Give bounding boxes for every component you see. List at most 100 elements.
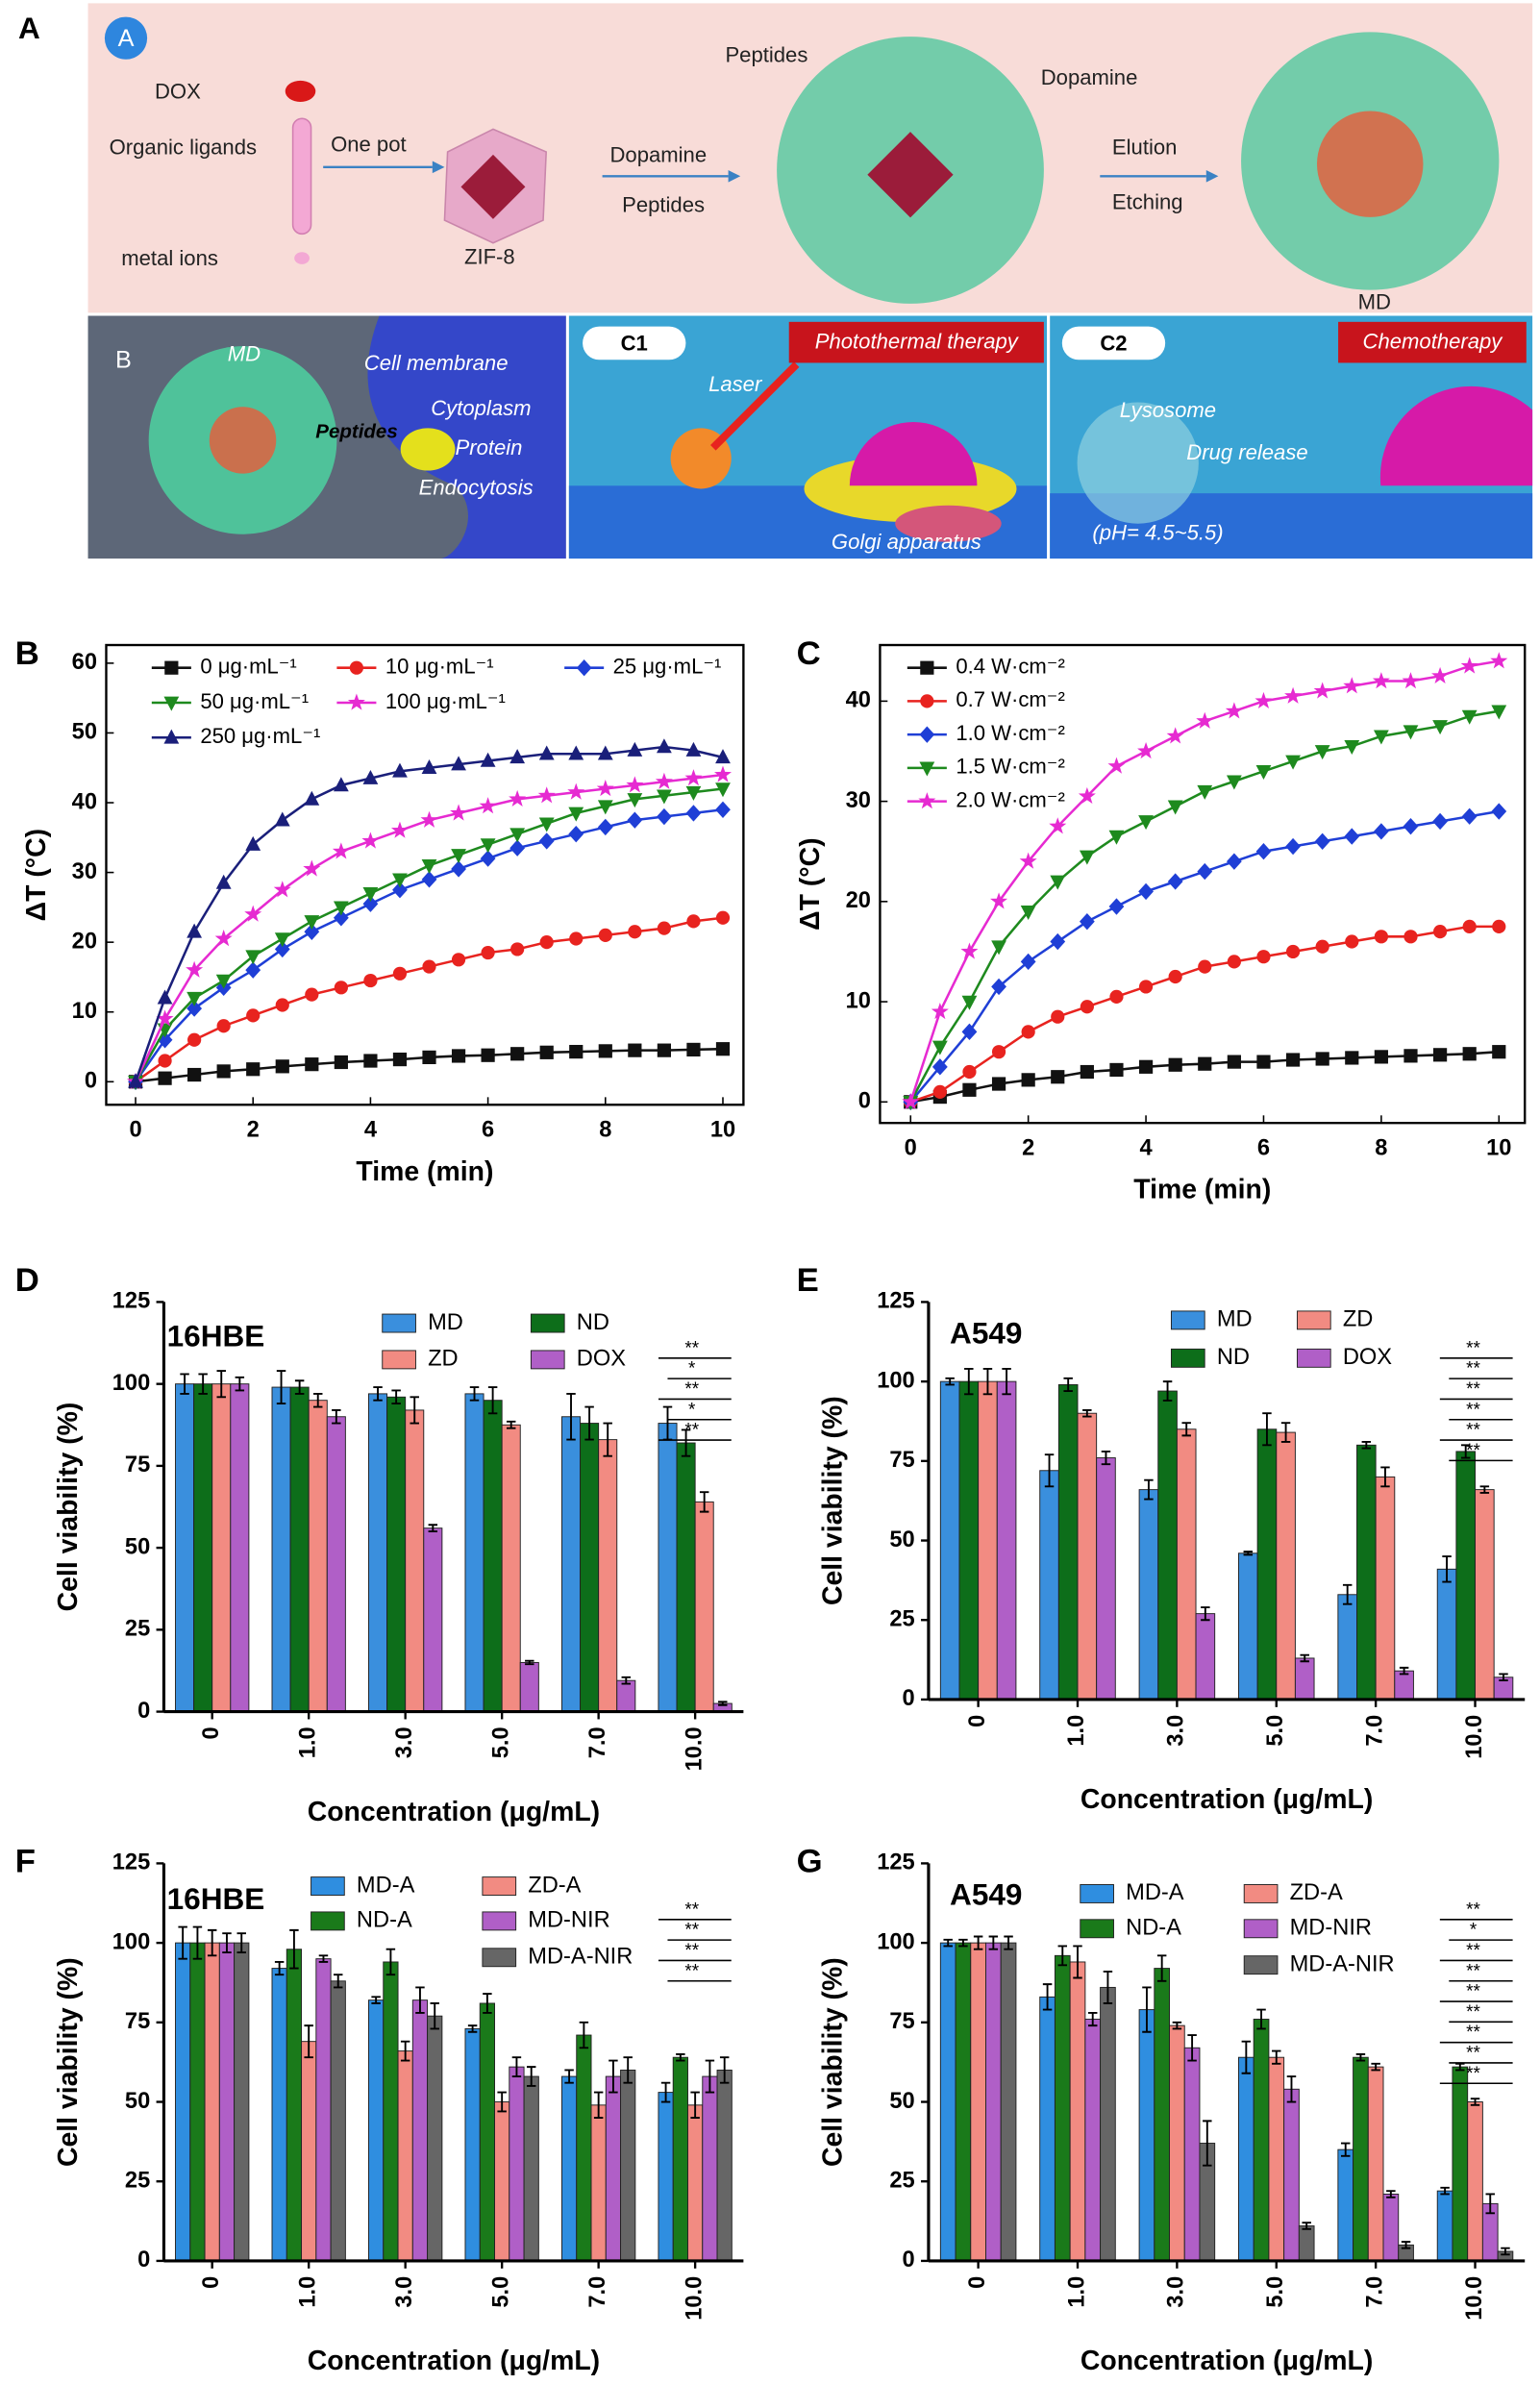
point xyxy=(715,749,731,764)
bar xyxy=(423,1527,443,1713)
error-bar xyxy=(982,1367,993,1396)
legend-swatch xyxy=(1080,1884,1114,1903)
error-bar xyxy=(497,2091,507,2113)
point xyxy=(1137,742,1155,759)
bar xyxy=(1436,2190,1453,2262)
error-bar xyxy=(1103,1970,1113,2004)
significance: ** xyxy=(1466,2002,1480,2023)
bar xyxy=(1138,1489,1159,1701)
bar xyxy=(1039,1470,1059,1701)
point xyxy=(334,981,348,995)
point xyxy=(362,895,379,912)
x-tick-label: 2 xyxy=(1022,1135,1034,1160)
error-bar xyxy=(718,1701,728,1706)
point xyxy=(186,960,204,978)
bar xyxy=(1069,1961,1086,2262)
point xyxy=(451,953,466,967)
label: Lysosome xyxy=(1120,398,1216,422)
point xyxy=(1079,913,1095,931)
point xyxy=(1256,1055,1271,1069)
point xyxy=(960,942,979,959)
legend-swatch xyxy=(1296,1310,1331,1330)
significance: ** xyxy=(1466,2043,1480,2063)
error-bar xyxy=(1082,1408,1092,1418)
bar xyxy=(1455,1451,1477,1701)
x-tick-label: 0 xyxy=(965,2276,990,2289)
bar xyxy=(620,2069,636,2262)
error-bar xyxy=(1380,1466,1390,1488)
laser-beam xyxy=(710,361,800,451)
bar xyxy=(716,2069,733,2262)
error-bar xyxy=(699,1491,709,1513)
panel-label: C xyxy=(797,635,821,672)
error-bar xyxy=(964,1367,974,1396)
legend-label: MD-NIR xyxy=(528,1908,609,1933)
y-tick-label: 30 xyxy=(72,859,97,884)
point xyxy=(1403,725,1419,740)
point xyxy=(1078,786,1096,805)
point xyxy=(1080,1000,1094,1014)
bar xyxy=(1337,2148,1354,2262)
bar xyxy=(234,1942,250,2262)
panel-label: A xyxy=(18,11,40,45)
point xyxy=(1344,739,1360,755)
error-bar xyxy=(1470,2098,1480,2106)
error-bar xyxy=(719,2056,730,2084)
legend-label: ZD xyxy=(428,1347,459,1372)
error-bar xyxy=(1042,1983,1053,2011)
label: Dopamine xyxy=(609,143,707,167)
point xyxy=(626,776,644,793)
legend-swatch xyxy=(1080,1919,1114,1939)
bar xyxy=(939,1942,956,2262)
x-tick-label: 0 xyxy=(965,1715,990,1727)
x-tick-label: 7.0 xyxy=(1362,1715,1387,1747)
point xyxy=(1021,1073,1035,1087)
point xyxy=(363,1054,378,1068)
bar xyxy=(658,2092,674,2262)
legend-swatch xyxy=(530,1313,565,1333)
point xyxy=(186,991,203,1006)
legend-marker xyxy=(347,693,365,710)
x-tick-label: 0 xyxy=(199,1726,224,1739)
bar xyxy=(1077,1412,1098,1701)
point xyxy=(655,772,673,789)
x-tick-label: 0 xyxy=(129,1117,141,1142)
point xyxy=(1403,930,1418,944)
bar xyxy=(315,1958,332,2262)
error-bar xyxy=(1300,1653,1309,1663)
point xyxy=(961,995,978,1010)
point xyxy=(627,793,643,808)
error-bar xyxy=(1087,2011,1098,2027)
error-bar xyxy=(1144,1478,1154,1501)
point xyxy=(509,749,526,764)
point xyxy=(1226,853,1242,870)
error-bar xyxy=(1073,1945,1082,1979)
point xyxy=(1373,823,1389,840)
point xyxy=(273,881,291,898)
point xyxy=(1374,930,1388,944)
point xyxy=(657,738,672,754)
significance: ** xyxy=(684,1379,699,1400)
y-axis-label: Cell viability (%) xyxy=(53,1957,84,2167)
y-tick-label: 125 xyxy=(112,1289,150,1314)
error-bar xyxy=(1501,2247,1510,2256)
bar xyxy=(397,2050,413,2262)
point xyxy=(684,769,703,786)
y-tick-label: 10 xyxy=(846,988,871,1013)
y-tick-label: 75 xyxy=(125,2009,150,2034)
bar xyxy=(580,1423,600,1713)
legend-label: 1.0 W·cm⁻² xyxy=(956,721,1064,745)
point xyxy=(715,910,731,925)
bar xyxy=(676,1442,696,1713)
point xyxy=(1227,955,1241,969)
label: metal ions xyxy=(121,246,218,270)
error-bar xyxy=(584,1405,594,1441)
legend-label: 2.0 W·cm⁻² xyxy=(956,787,1064,811)
legend-swatch xyxy=(482,1911,517,1931)
error-bar xyxy=(391,1389,401,1405)
point xyxy=(1198,959,1212,974)
legend-label: DOX xyxy=(1343,1345,1392,1370)
bar xyxy=(658,1423,678,1713)
legend-label: ZD-A xyxy=(1290,1880,1343,1905)
bar xyxy=(1000,1942,1017,2262)
